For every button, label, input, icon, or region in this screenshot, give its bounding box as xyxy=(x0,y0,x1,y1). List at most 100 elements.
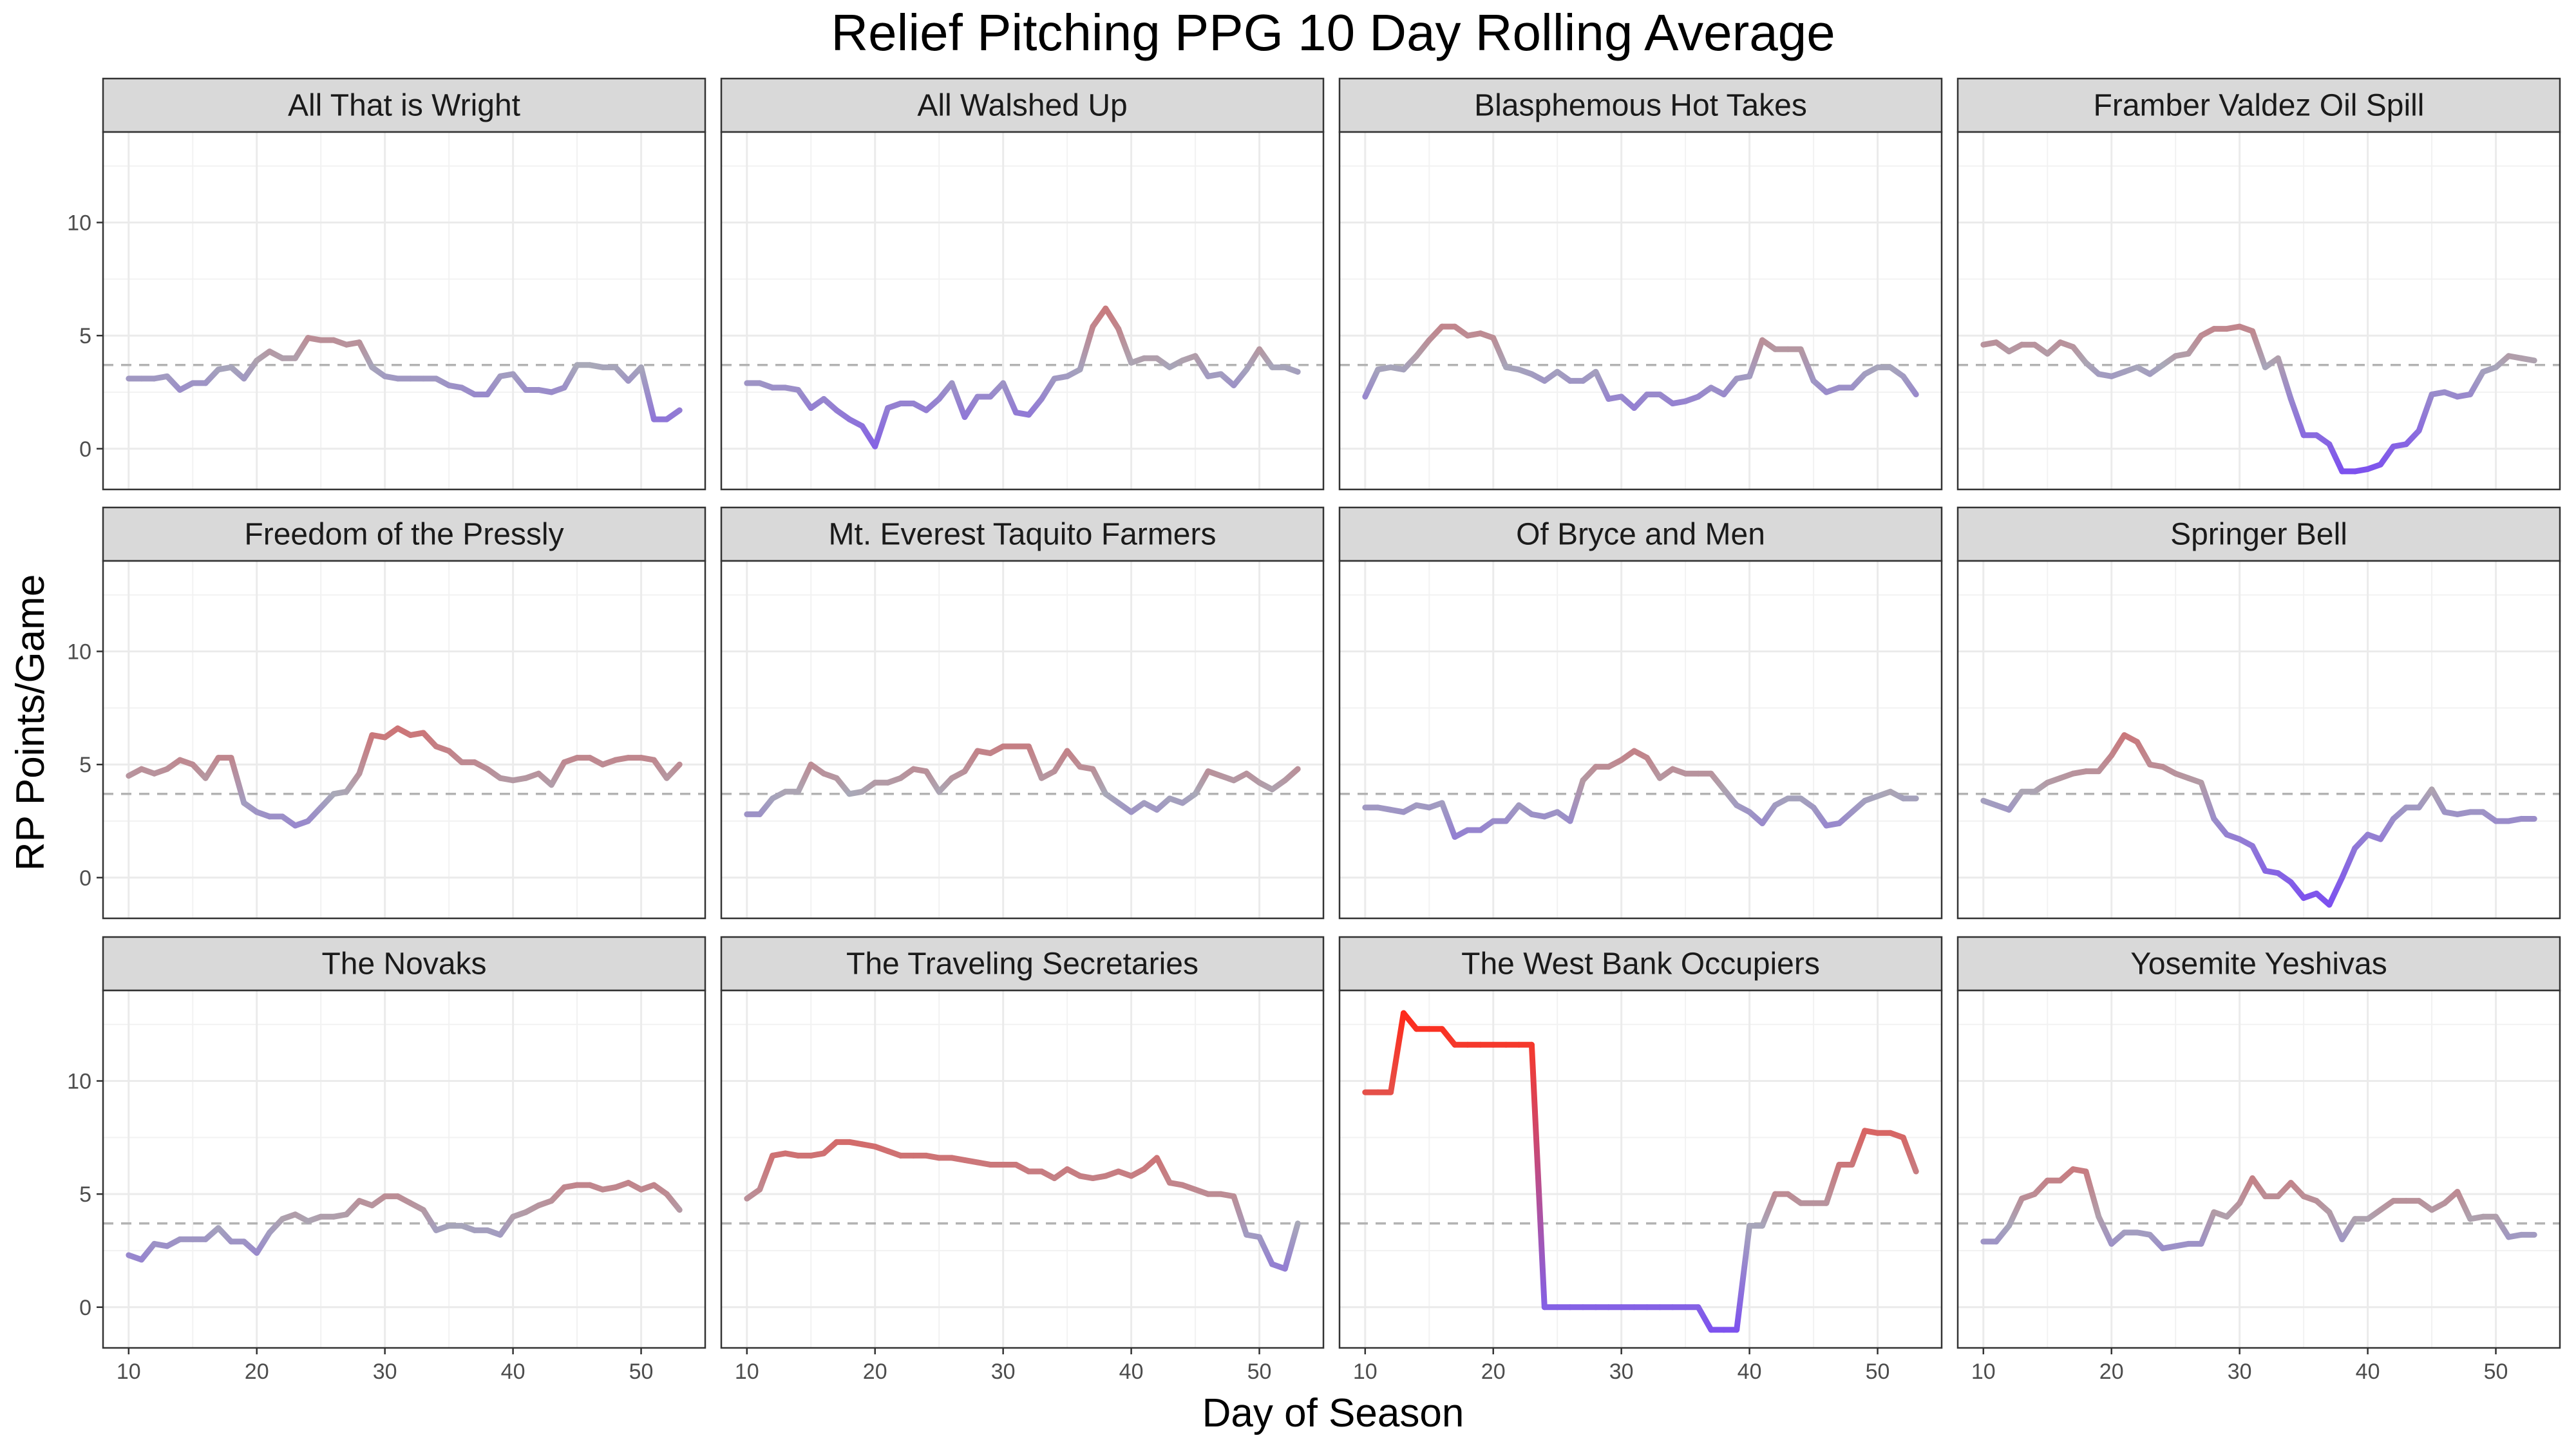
line-segment xyxy=(2287,395,2307,439)
line-segment xyxy=(1900,1134,1919,1175)
line-segment xyxy=(228,755,247,806)
x-tick-label: 50 xyxy=(629,1359,654,1384)
x-tick-label: 20 xyxy=(245,1359,269,1384)
line-segment xyxy=(1797,346,1817,384)
gridlines xyxy=(721,561,1323,918)
panel-border xyxy=(1956,989,2561,1349)
panel-framber-valdez-oil-spill: Framber Valdez Oil Spill xyxy=(1956,77,2561,491)
line-segment xyxy=(1282,1220,1301,1272)
x-tick-label: 10 xyxy=(735,1359,759,1384)
gridlines xyxy=(1340,132,1942,489)
line-segment xyxy=(2454,1189,2474,1222)
gridlines xyxy=(1958,561,2560,918)
line-segment xyxy=(2416,786,2435,811)
panel-border xyxy=(1956,131,2561,491)
line-segment xyxy=(420,1207,439,1233)
panel-the-west-bank-occupiers: The West Bank Occupiers 10 20 30 40 50 xyxy=(1338,936,1943,1384)
line-segment xyxy=(138,1240,158,1263)
y-axis-title: RP Points/Game xyxy=(8,574,53,871)
line-segment xyxy=(2326,875,2345,908)
panel-border xyxy=(720,989,1325,1349)
series-line-springer-bell xyxy=(1980,732,2537,908)
strip-background xyxy=(1956,77,2561,133)
line-segment xyxy=(1631,391,1650,412)
panel-border xyxy=(720,131,1325,491)
line-segment xyxy=(1567,777,1586,824)
line-segment xyxy=(1993,1222,2012,1245)
line-segment xyxy=(1192,353,1211,379)
line-segment xyxy=(2224,1200,2243,1220)
line-segment xyxy=(1025,743,1045,781)
line-segment xyxy=(2185,332,2204,357)
line-segment xyxy=(757,1152,776,1193)
line-segment xyxy=(663,1191,683,1213)
y-tick-label: 0 xyxy=(79,1296,91,1320)
strip-background xyxy=(1338,936,1943,992)
line-segment xyxy=(1900,373,1919,397)
line-segment xyxy=(1695,1304,1714,1333)
line-segment xyxy=(164,373,183,393)
line-segment xyxy=(202,366,222,386)
series-line-freedom-of-the-pressly xyxy=(126,725,683,829)
line-segment xyxy=(1823,1161,1842,1206)
line-segment xyxy=(189,761,209,781)
line-segment xyxy=(961,748,981,775)
line-segment xyxy=(2287,879,2307,901)
panel-yosemite-yeshivas: Yosemite Yeshivas 10 20 30 40 50 xyxy=(1956,936,2561,1384)
line-segment xyxy=(1490,335,1510,370)
line-segment xyxy=(1439,1026,1458,1048)
series-line-the-novaks xyxy=(126,1180,683,1263)
line-segment xyxy=(1362,366,1381,400)
line-segment xyxy=(1256,346,1275,370)
line-segment xyxy=(343,770,363,795)
x-tick-label: 20 xyxy=(2099,1359,2124,1384)
gridlines xyxy=(1340,990,1942,1348)
y-tick-label: 5 xyxy=(79,753,91,777)
x-tick-label: 30 xyxy=(991,1359,1016,1384)
y-tick-label: 0 xyxy=(79,866,91,891)
line-segment xyxy=(612,364,632,384)
strip-label: Springer Bell xyxy=(2170,518,2347,552)
line-segment xyxy=(2198,1209,2217,1247)
line-segment xyxy=(1025,395,1045,418)
y-tick-label: 10 xyxy=(67,211,91,236)
series-line-of-bryce-and-men xyxy=(1362,748,1919,840)
line-segment xyxy=(1090,766,1109,797)
x-axis-title: Day of Season xyxy=(1202,1391,1464,1435)
plot-background xyxy=(1340,132,1942,489)
panel-of-bryce-and-men: Of Bryce and Men xyxy=(1338,506,1943,920)
line-segment xyxy=(1503,802,1522,824)
y-tick-label: 5 xyxy=(79,1182,91,1207)
x-tick-label: 50 xyxy=(2484,1359,2508,1384)
series-line-all-that-is-wright xyxy=(126,335,683,422)
line-segment xyxy=(484,373,504,397)
line-segment xyxy=(1051,748,1070,775)
series-line-mt-everest-taquito-farmers xyxy=(744,743,1301,817)
line-segment xyxy=(1413,337,1432,359)
line-segment xyxy=(1282,364,1301,375)
line-segment xyxy=(1849,1128,1868,1168)
strip-label: All Walshed Up xyxy=(917,89,1127,123)
line-segment xyxy=(949,380,968,421)
x-tick-label: 40 xyxy=(501,1359,526,1384)
chart-title: Relief Pitching PPG 10 Day Rolling Avera… xyxy=(831,4,1835,61)
line-segment xyxy=(2237,1175,2256,1206)
plot-background xyxy=(103,990,705,1348)
y-tick-label: 0 xyxy=(79,437,91,462)
series-line-yosemite-yeshivas xyxy=(1980,1166,2537,1251)
line-segment xyxy=(1734,1222,1753,1333)
strip-background xyxy=(102,77,706,133)
line-segment xyxy=(1759,802,1778,826)
line-segment xyxy=(420,730,439,750)
line-segment xyxy=(1244,346,1263,373)
panel-springer-bell: Springer Bell xyxy=(1956,506,2561,920)
panel-border xyxy=(1338,989,1943,1349)
line-segment xyxy=(795,386,814,412)
strip-label: The Novaks xyxy=(321,947,486,981)
y-tick-label: 5 xyxy=(79,324,91,348)
plot-background xyxy=(721,132,1323,489)
facet-panels: All That is Wright 0 5 10 All Walshed Up Blas… xyxy=(67,77,2561,1384)
line-segment xyxy=(1038,375,1057,402)
x-tick-label: 40 xyxy=(1738,1359,1762,1384)
